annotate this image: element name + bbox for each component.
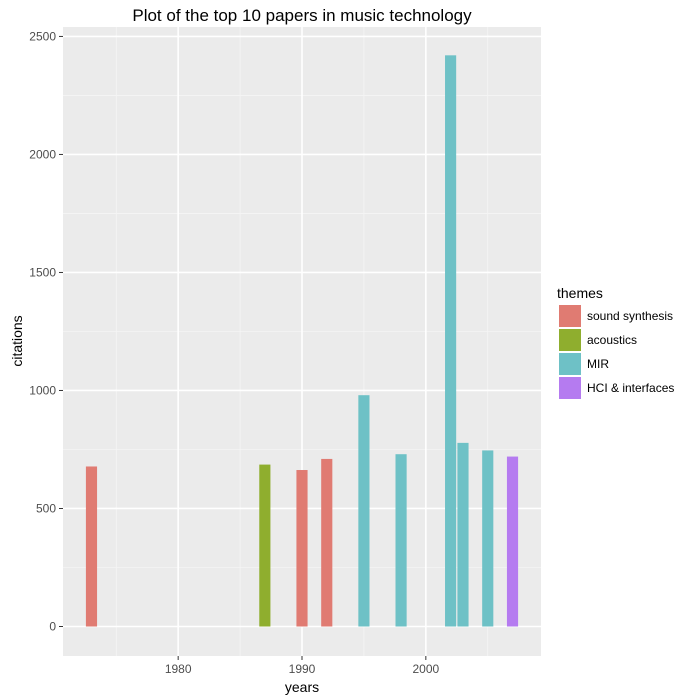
y-tick-label: 2500 (29, 29, 56, 43)
bar (506, 456, 519, 627)
legend-title: themes (557, 285, 603, 301)
legend-key (559, 329, 581, 351)
x-tick-label: 1990 (289, 662, 316, 676)
bar (482, 450, 494, 627)
bars (85, 55, 519, 627)
bar (259, 464, 271, 627)
x-axis: 1980 1990 2000 (165, 656, 440, 676)
y-tick-label: 500 (36, 501, 56, 515)
legend-label: HCI & interfaces (587, 381, 674, 395)
y-tick-label: 0 (49, 619, 56, 633)
legend-label: acoustics (587, 333, 637, 347)
legend-items: sound synthesis acoustics MIR HCI & interfa… (559, 305, 674, 399)
y-axis-title: citations (9, 315, 25, 366)
x-tick-label: 2000 (412, 662, 439, 676)
bar (457, 442, 469, 627)
chart-title: Plot of the top 10 papers in music techn… (132, 6, 472, 25)
x-tick-label: 1980 (165, 662, 192, 676)
legend-key (559, 353, 581, 375)
y-axis: 0 500 1000 1500 2000 2500 (29, 29, 63, 633)
bar (358, 395, 370, 627)
bar (445, 55, 457, 627)
y-tick-label: 2000 (29, 147, 56, 161)
x-axis-title: years (285, 679, 319, 695)
bar (85, 466, 98, 627)
y-tick-label: 1500 (29, 265, 56, 279)
y-tick-label: 1000 (29, 383, 56, 397)
legend-key (559, 305, 581, 327)
legend-label: sound synthesis (587, 309, 673, 323)
bar (321, 458, 333, 627)
legend: themes sound synthesis acoustics MIR HCI & … (557, 285, 674, 399)
bar (395, 454, 407, 627)
legend-key (559, 377, 581, 399)
legend-label: MIR (587, 357, 609, 371)
bar (296, 470, 308, 627)
